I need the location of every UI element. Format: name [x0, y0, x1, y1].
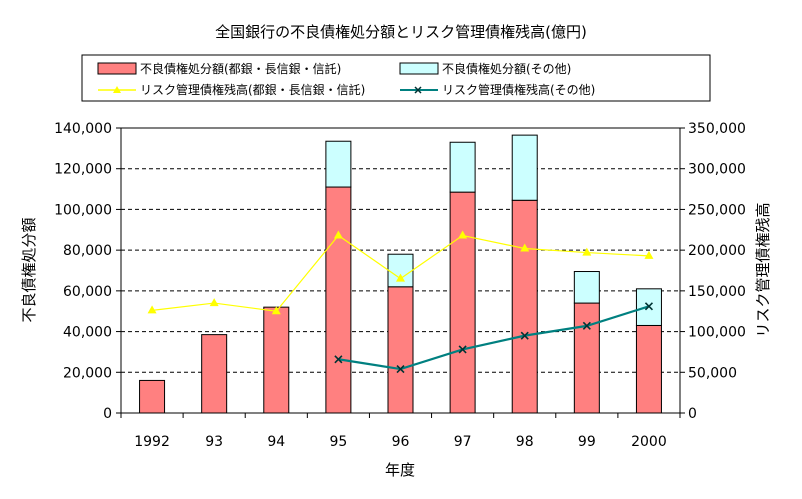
- y-axis-label-right: リスク管理債権残高: [754, 202, 772, 337]
- chart-title: 全国銀行の不良債権処分額とリスク管理債権残高(億円): [215, 23, 587, 41]
- bar-s0-8: [635, 324, 662, 414]
- x-axis-ticks: 1992 93 94 95 96 97 98 99 2000: [120, 413, 681, 450]
- point-s0-8: [644, 250, 654, 259]
- point-s0-6: [520, 243, 530, 252]
- point-s1-3: [334, 355, 343, 364]
- x-tick-label-8: 2000: [631, 434, 667, 450]
- bar-s0-3: [325, 186, 352, 414]
- legend-label-line-0: リスク管理債権残高(都銀・長信銀・信託): [140, 82, 365, 97]
- point-s0-0: [147, 305, 157, 314]
- bar-s1-5: [449, 141, 476, 193]
- y2-tick-label-2: 100,000: [688, 325, 746, 341]
- point-s0-1: [209, 298, 219, 307]
- point-s1-8: [644, 302, 654, 311]
- point-s1-6: [520, 331, 529, 340]
- y2-tick-label-5: 250,000: [688, 202, 746, 218]
- plot-area-frame: [120, 127, 681, 414]
- lines: [147, 230, 654, 374]
- y-tick-label-4: 80,000: [63, 243, 112, 259]
- bar-s0-4: [387, 286, 414, 414]
- bar-s1-3: [325, 140, 352, 188]
- legend: 不良債権処分額(都銀・長信銀・信託) 不良債権処分額(その他) リスク管理債権残…: [81, 54, 711, 102]
- x-axis-label: 年度: [385, 461, 415, 479]
- bar-s1-7: [573, 271, 600, 304]
- point-s1-7: [582, 321, 591, 330]
- legend-marker-triangle: [113, 86, 121, 93]
- legend-item-bar-0: 不良債権処分額(都銀・長信銀・信託): [97, 61, 341, 76]
- bar-s0-6: [511, 199, 538, 414]
- y2-tick-label-1: 50,000: [688, 365, 737, 381]
- point-s0-3: [333, 230, 343, 239]
- y2-tick-label-7: 350,000: [688, 121, 746, 137]
- legend-item-line-1: リスク管理債権残高(その他): [400, 82, 595, 97]
- legend-label-bar-0: 不良債権処分額(都銀・長信銀・信託): [140, 61, 341, 76]
- point-s0-5: [458, 230, 468, 239]
- legend-swatch-bar-0: [97, 62, 137, 75]
- y-axis-right-ticks: 0 50,000 100,000 150,000 200,000 250,000 300,0…: [680, 121, 746, 422]
- bar-s0-2: [263, 306, 290, 414]
- x-tick-label-1: 93: [205, 434, 223, 450]
- x-tick-label-2: 94: [267, 434, 285, 450]
- x-tick-label-6: 98: [516, 434, 534, 450]
- y-tick-label-7: 140,000: [54, 121, 112, 137]
- y2-tick-label-3: 150,000: [688, 284, 746, 300]
- line-s1: [338, 305, 650, 371]
- x-tick-label-4: 96: [392, 434, 410, 450]
- bar-s0-1: [201, 334, 228, 414]
- y2-tick-label-6: 300,000: [688, 162, 746, 178]
- x-tick-label-3: 95: [329, 434, 347, 450]
- point-s0-4: [396, 273, 405, 282]
- y2-tick-label-0: 0: [688, 406, 697, 422]
- legend-marker-x: [414, 86, 422, 94]
- y-axis-left-ticks: 0 20,000 40,000 60,000 80,000 100,000 120,000 1…: [54, 121, 121, 422]
- y-tick-label-6: 120,000: [54, 162, 112, 178]
- legend-label-line-1: リスク管理債権残高(その他): [442, 82, 595, 97]
- y-tick-label-1: 20,000: [63, 365, 112, 381]
- y-axis-label-left: 不良債権処分額: [20, 217, 38, 322]
- point-s0-7: [582, 247, 592, 256]
- x-tick-label-7: 99: [578, 434, 596, 450]
- bars: [139, 134, 662, 414]
- bar-s1-4: [387, 253, 414, 288]
- legend-swatch-bar-1: [399, 62, 439, 75]
- x-tick-label-5: 97: [454, 434, 472, 450]
- point-s1-5: [458, 345, 467, 354]
- y-tick-label-5: 100,000: [54, 202, 112, 218]
- legend-item-bar-1: 不良債権処分額(その他): [399, 61, 571, 76]
- bar-s0-7: [573, 302, 600, 414]
- point-s0-2: [271, 306, 281, 315]
- legend-frame: [81, 54, 711, 102]
- bar-s0-0: [139, 379, 166, 414]
- y-tick-label-3: 60,000: [63, 284, 112, 300]
- point-s1-4: [396, 364, 405, 374]
- y-tick-label-0: 0: [103, 406, 112, 422]
- y2-tick-label-4: 200,000: [688, 243, 746, 259]
- legend-item-line-0: リスク管理債権残高(都銀・長信銀・信託): [98, 82, 365, 97]
- legend-label-bar-1: 不良債権処分額(その他): [442, 61, 571, 76]
- x-tick-label-0: 1992: [134, 434, 170, 450]
- y-tick-label-2: 40,000: [63, 325, 112, 341]
- bar-s0-5: [449, 191, 476, 414]
- bar-s1-6: [511, 134, 538, 201]
